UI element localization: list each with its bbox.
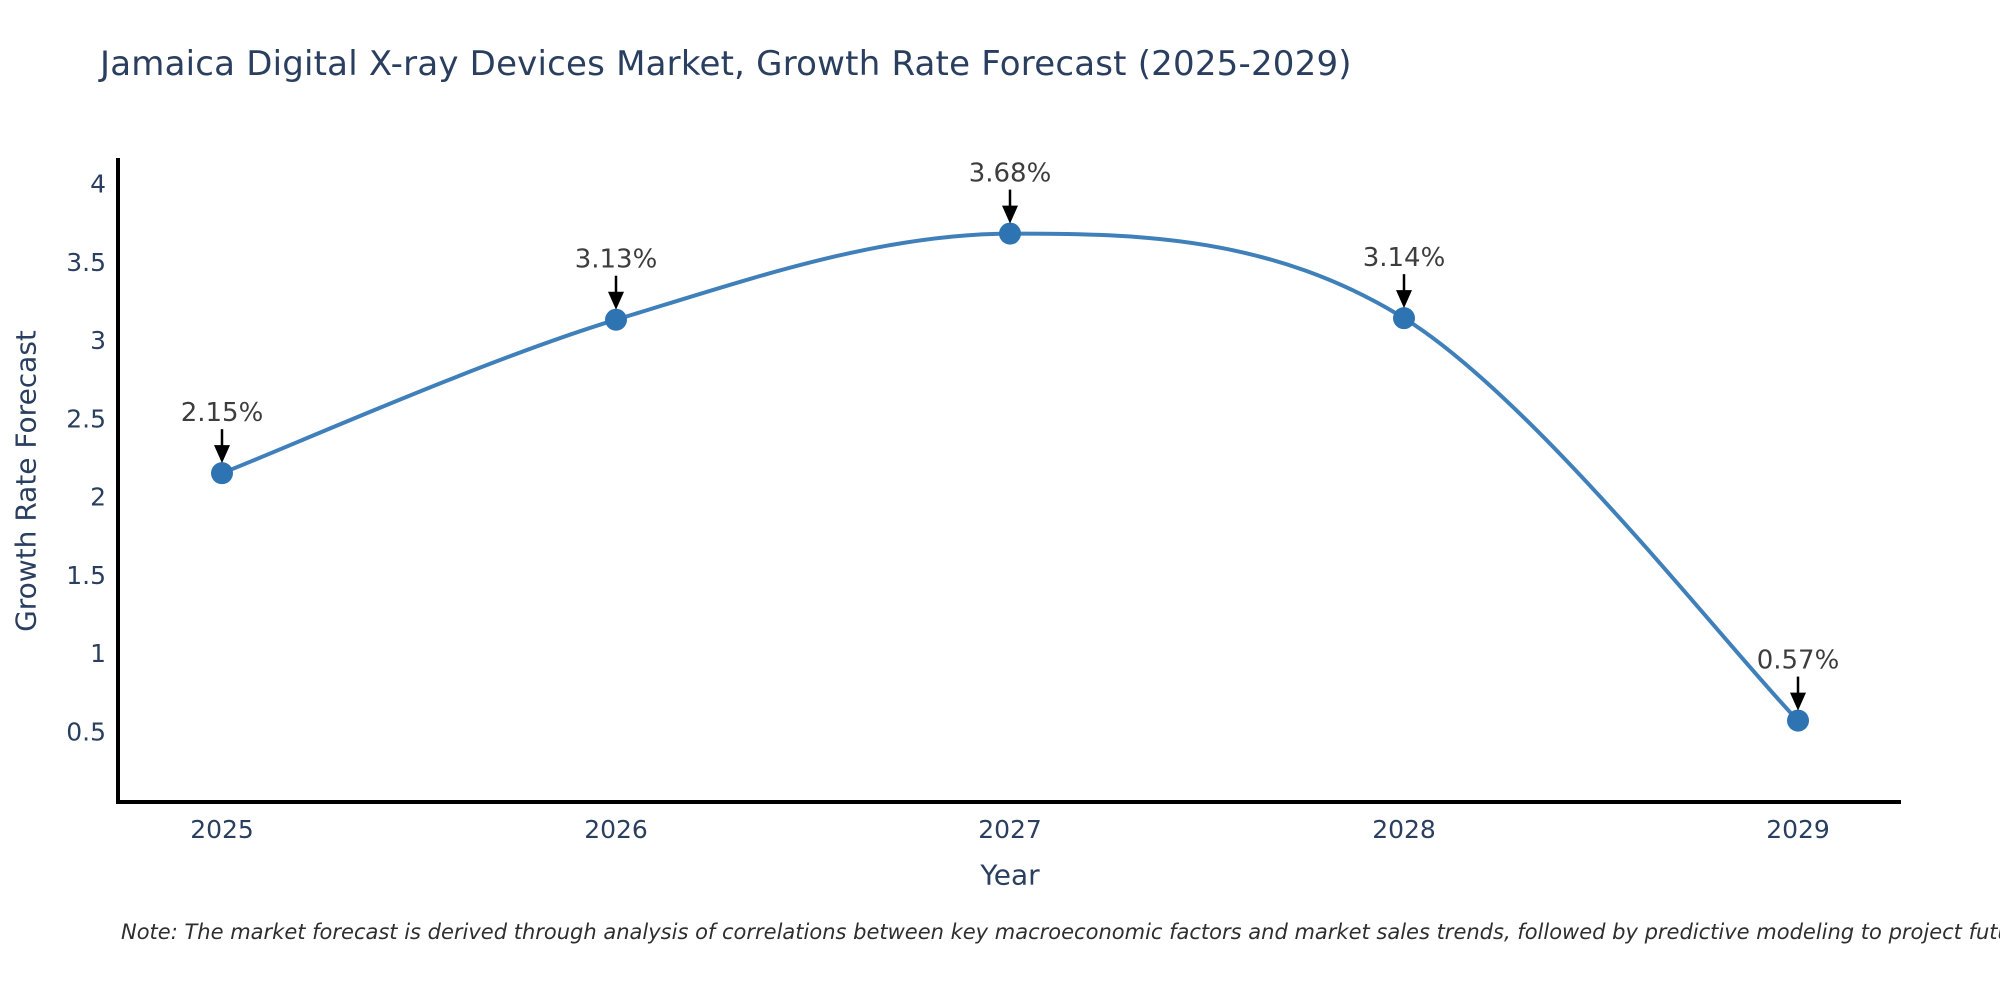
data-point [605, 308, 627, 331]
y-tick-label: 3.5 [66, 248, 106, 277]
annotation-arrowhead [1396, 290, 1412, 309]
point-value-label: 3.14% [1363, 243, 1446, 273]
point-value-label: 3.68% [969, 159, 1052, 189]
y-tick-label: 2 [90, 483, 106, 512]
point-value-label: 0.57% [1757, 646, 1840, 676]
x-tick-label: 2025 [190, 815, 254, 844]
y-tick-label: 1 [90, 639, 106, 668]
annotation-arrowhead [214, 445, 230, 464]
y-tick-label: 3 [90, 326, 106, 355]
axis-spines [116, 158, 1901, 804]
point-value-label: 2.15% [181, 398, 264, 428]
annotation-arrowhead [1790, 692, 1806, 711]
data-point [211, 462, 233, 485]
y-tick-label: 1.5 [66, 561, 106, 590]
y-tick-label: 2.5 [66, 404, 106, 433]
x-axis-label: Year [980, 858, 1040, 892]
data-point [1787, 709, 1809, 732]
y-tick-label: 4 [90, 169, 106, 198]
y-axis-label: Growth Rate Forecast [9, 330, 43, 632]
footnote: Note: The market forecast is derived thr… [121, 920, 2000, 944]
data-point [1393, 307, 1415, 330]
annotation-arrowhead [1002, 205, 1018, 224]
point-value-label: 3.13% [575, 245, 658, 275]
data-point [999, 222, 1021, 245]
series-line [220, 231, 1800, 723]
x-tick-label: 2028 [1372, 815, 1436, 844]
y-tick-label: 0.5 [66, 718, 106, 747]
x-tick-label: 2026 [584, 815, 648, 844]
x-tick-label: 2029 [1766, 815, 1830, 844]
annotation-arrowhead [608, 291, 624, 310]
chart-title: Jamaica Digital X-ray Devices Market, Gr… [100, 44, 1352, 84]
x-tick-label: 2027 [978, 815, 1042, 844]
